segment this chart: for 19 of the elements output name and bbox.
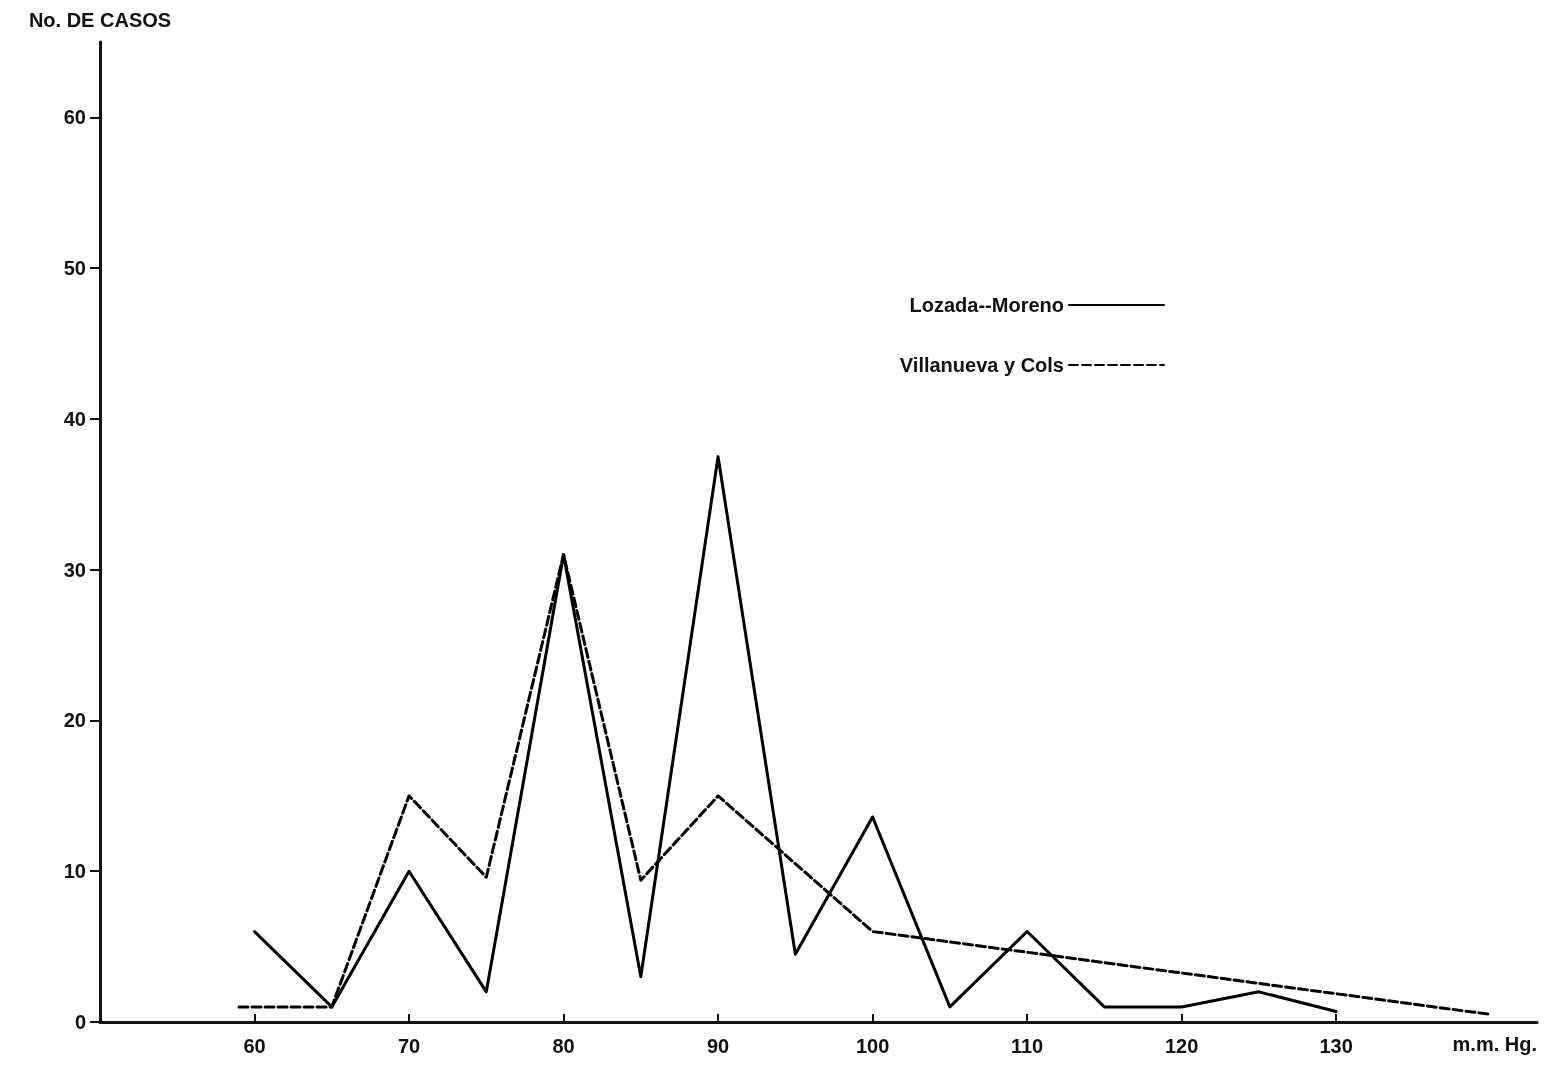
x-tick-label: 60 [243,1035,266,1057]
x-tick-label: 70 [397,1035,421,1057]
y-tick-label: 50 [63,257,86,280]
x-tick-label: 120 [1164,1035,1199,1057]
x-tick-label: 90 [706,1035,730,1057]
x-tick-label: 110 [1010,1035,1044,1057]
x-tick-label: 80 [552,1035,575,1057]
y-tick-label: 0 [74,1011,86,1033]
x-axis-title: m.m. Hg. [1452,1033,1537,1055]
y-tick-label: 10 [63,860,86,883]
y-tick-label: 30 [63,558,86,581]
x-tick-label: 100 [855,1035,890,1057]
y-axis-title: No. DE CASOS [28,9,172,31]
y-tick-label: 60 [63,106,86,129]
x-tick-label: 130 [1319,1035,1353,1057]
y-tick-label: 40 [63,407,86,430]
y-tick-label: 20 [63,709,86,732]
legend-label: Lozada--Moreno [909,294,1064,316]
legend-label: Villanueva y Cols [899,354,1064,376]
